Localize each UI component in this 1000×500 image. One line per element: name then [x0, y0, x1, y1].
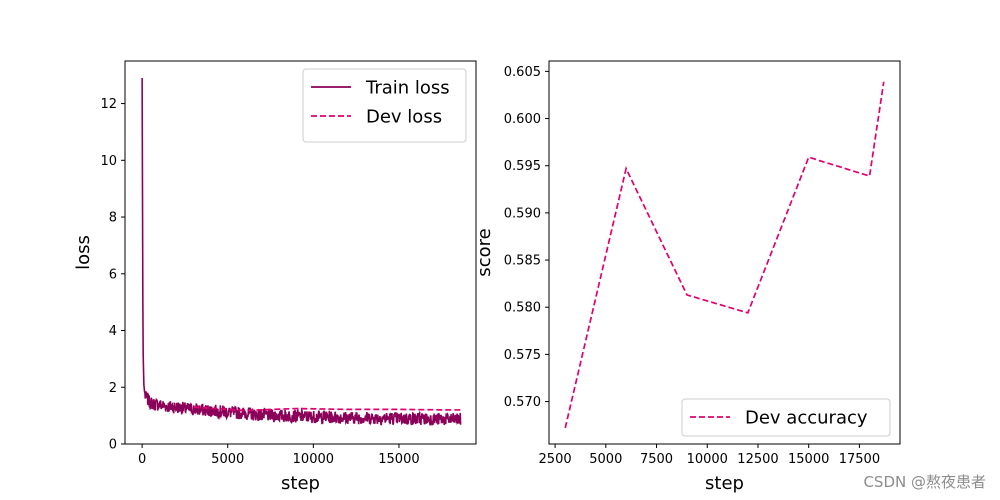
x-tick-label: 17500 — [839, 452, 880, 467]
watermark-text: CSDN @熬夜患者 — [863, 473, 986, 491]
y-tick: 0.585 — [504, 254, 549, 269]
x-tick-label: 15000 — [378, 452, 419, 467]
series-line-train-loss — [141, 78, 462, 426]
y-tick-label: 0.605 — [504, 65, 541, 80]
x-tick-label: 10000 — [293, 452, 334, 467]
y-tick: 0.580 — [504, 301, 549, 316]
y-tick: 12 — [100, 97, 125, 112]
x-axis-label: step — [705, 473, 744, 494]
x-tick-label: 5000 — [589, 452, 622, 467]
y-tick: 0.570 — [504, 395, 549, 410]
legend-label: Dev loss — [366, 107, 442, 128]
y-tick: 0.575 — [504, 348, 549, 363]
legend: Train loss Dev loss — [302, 68, 467, 143]
x-tick: 5000 — [211, 444, 244, 467]
y-tick-label: 10 — [100, 154, 117, 169]
y-tick-label: 0.595 — [504, 159, 541, 174]
x-tick-label: 0 — [138, 452, 146, 467]
y-tick-label: 12 — [100, 97, 117, 112]
y-tick: 4 — [109, 324, 125, 339]
y-tick: 2 — [109, 381, 125, 396]
y-tick-label: 4 — [109, 324, 117, 339]
y-tick: 0.605 — [504, 65, 549, 80]
y-tick-label: 0 — [109, 438, 117, 453]
x-tick: 0 — [138, 444, 146, 467]
x-tick-label: 12500 — [737, 452, 778, 467]
y-tick-label: 0.600 — [504, 112, 541, 127]
y-tick-label: 6 — [109, 267, 117, 282]
series-line-dev-accuracy — [564, 81, 885, 429]
x-tick: 10000 — [687, 444, 728, 467]
y-tick-label: 0.585 — [504, 254, 541, 269]
axes-frame — [124, 60, 477, 445]
axes-frame — [548, 60, 901, 445]
series-line-dev-loss — [193, 406, 463, 412]
y-tick-label: 0.580 — [504, 301, 541, 316]
y-axis-label: score — [474, 228, 495, 276]
loss-plot: 0 5000 10000 15000 0 2 4 6 8 10 12 step loss Train lo… — [73, 60, 477, 494]
x-tick-label: 2500 — [539, 452, 572, 467]
y-tick: 10 — [100, 154, 125, 169]
y-tick: 0.590 — [504, 206, 549, 221]
y-tick-label: 2 — [109, 381, 117, 396]
x-tick: 2500 — [539, 444, 572, 467]
legend: Dev accuracy — [681, 398, 891, 437]
y-tick: 0 — [109, 438, 125, 453]
x-tick-label: 7500 — [640, 452, 673, 467]
x-tick: 10000 — [293, 444, 334, 467]
x-tick: 15000 — [788, 444, 829, 467]
x-tick: 5000 — [589, 444, 622, 467]
y-tick: 8 — [109, 211, 125, 226]
y-axis-label: loss — [73, 235, 94, 270]
y-tick: 0.595 — [504, 159, 549, 174]
y-tick-label: 0.590 — [504, 206, 541, 221]
y-tick-label: 0.570 — [504, 395, 541, 410]
x-tick: 12500 — [737, 444, 779, 467]
y-tick-label: 0.575 — [504, 348, 541, 363]
x-tick: 15000 — [378, 444, 420, 467]
legend-label: Dev accuracy — [745, 408, 868, 429]
y-tick: 0.600 — [504, 112, 549, 127]
score-plot: 2500 5000 7500 10000 12500 15000 17500 0.570 0.5… — [474, 60, 901, 494]
x-tick-label: 5000 — [211, 452, 244, 467]
x-axis-label: step — [281, 473, 320, 494]
legend-label: Train loss — [365, 78, 450, 99]
x-tick-label: 15000 — [788, 452, 829, 467]
x-tick: 17500 — [839, 444, 880, 467]
y-tick: 6 — [109, 267, 125, 282]
x-tick: 7500 — [640, 444, 673, 467]
y-tick-label: 8 — [109, 211, 117, 226]
x-tick-label: 10000 — [687, 452, 728, 467]
